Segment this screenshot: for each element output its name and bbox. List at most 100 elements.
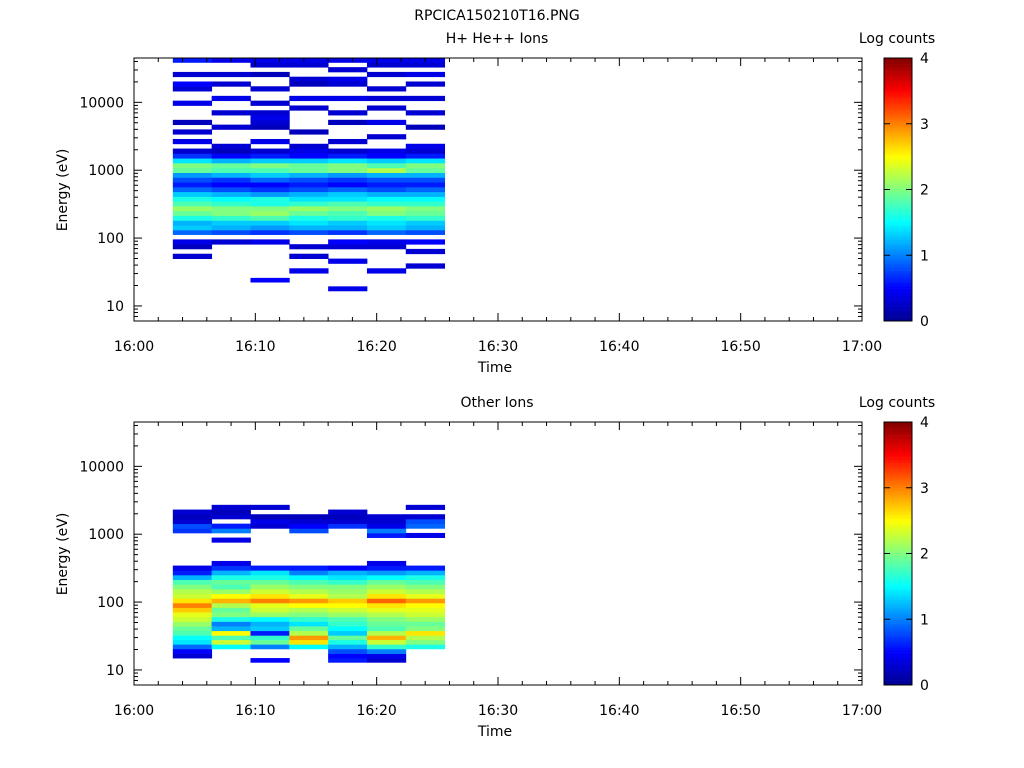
heatmap-cell <box>366 593 407 599</box>
heatmap-cell <box>366 148 407 154</box>
colorbar-swatch <box>884 134 912 138</box>
colorbar-swatch <box>884 114 912 118</box>
colorbar-swatch <box>884 279 912 282</box>
heatmap-cell <box>289 225 329 231</box>
colorbar-swatch <box>884 531 912 535</box>
heatmap-cell <box>211 504 251 510</box>
heatmap-cell <box>405 574 446 580</box>
figure-title: RPCICA150210T16.PNG <box>414 8 579 24</box>
heatmap-cell <box>405 201 446 207</box>
colorbar-swatch <box>884 553 912 556</box>
colorbar: 0 1 2 3 4 <box>883 51 929 330</box>
heatmap-cell <box>366 612 407 618</box>
colorbar-swatch <box>884 656 912 659</box>
colorbar-swatch <box>884 507 912 510</box>
heatmap-cell <box>250 71 290 78</box>
colorbar-swatch <box>884 119 912 122</box>
colorbar-swatch <box>884 551 912 554</box>
heatmap-cell <box>366 225 407 231</box>
x-axis-label: Time <box>477 724 512 740</box>
heatmap-cell <box>211 644 251 650</box>
heatmap-cell <box>289 630 329 636</box>
colorbar-swatch <box>884 123 912 127</box>
colorbar-swatch <box>884 446 912 449</box>
colorbar-swatch <box>884 665 912 668</box>
colorbar-swatch <box>884 494 912 497</box>
heatmap-cell <box>250 177 290 183</box>
axes: 16:00 16:10 16:20 16:30 16:40 16:50 17:00 10 100… <box>79 421 882 719</box>
heatmap-cell <box>172 648 213 654</box>
heatmap-cell <box>366 162 407 169</box>
heatmap-cell <box>250 182 290 188</box>
colorbar-swatch <box>884 294 912 298</box>
heatmap-cell <box>211 528 251 534</box>
heatmap-cell <box>211 588 251 595</box>
heatmap-cell <box>211 579 251 585</box>
heatmap-cell <box>405 162 446 169</box>
colorbar-swatch <box>884 533 912 537</box>
heatmap-cell <box>289 635 329 641</box>
colorbar-swatch <box>884 316 912 320</box>
heatmap-cell <box>289 574 329 580</box>
heatmap-cell <box>328 574 368 580</box>
heatmap-cell <box>211 593 251 599</box>
colorbar-swatch <box>884 652 912 655</box>
heatmap-cell <box>172 71 213 78</box>
colorbar-swatch <box>884 592 912 596</box>
other-ions-panel: Other Ions Log counts Time Energy (eV) 1… <box>55 395 935 740</box>
colorbar-swatch <box>884 617 912 620</box>
heatmap-cell <box>328 220 368 226</box>
colorbar-swatch <box>884 235 912 239</box>
colorbar-swatch <box>884 310 912 313</box>
heatmap-cell <box>328 635 368 641</box>
colorbar-swatch <box>884 437 912 440</box>
heatmap-cell <box>405 644 446 650</box>
heatmap-cell <box>289 253 329 259</box>
colorbar-swatch <box>884 165 912 168</box>
colorbar-swatch <box>884 432 912 436</box>
colorbar-swatch <box>884 641 912 644</box>
heatmap-cell <box>289 229 329 235</box>
heatmap-cell <box>250 172 290 178</box>
heatmap-cell <box>172 565 213 571</box>
heatmap-cell <box>211 110 251 116</box>
heatmap-cell <box>250 196 290 202</box>
heatmap-cell <box>366 205 407 212</box>
x-tick-label: 16:00 <box>114 339 154 355</box>
colorbar-swatch <box>884 549 912 552</box>
colorbar-swatch <box>884 540 912 543</box>
colorbar-swatch <box>884 658 912 662</box>
colorbar-swatch <box>884 483 912 486</box>
colorbar-swatch <box>884 259 912 263</box>
heatmap-cell <box>172 598 213 604</box>
heatmap-cell <box>328 244 368 250</box>
heatmap-cell <box>250 138 290 145</box>
heatmap-cell <box>405 186 446 193</box>
heatmap-cell <box>211 182 251 188</box>
x-axis-label: Time <box>477 360 512 376</box>
heatmap-cell <box>366 215 407 221</box>
heatmap-cell <box>211 509 251 515</box>
heatmap-cell <box>366 268 407 274</box>
colorbar-swatch <box>884 82 912 85</box>
heatmap-cell <box>366 588 407 595</box>
colorbar-swatch <box>884 257 912 260</box>
heatmap-cell <box>366 532 407 538</box>
heatmap-cell <box>250 119 290 126</box>
heatmap-cell <box>250 593 290 599</box>
colorbar-swatch <box>884 529 912 532</box>
colorbar-swatch <box>884 283 912 287</box>
heatmap-cell <box>366 584 407 590</box>
heatmap-cell <box>211 71 251 78</box>
colorbar-swatch <box>884 649 912 653</box>
x-tick-label: 16:30 <box>478 339 518 355</box>
heatmap-cell <box>211 153 251 159</box>
colorbar-swatch <box>884 242 912 245</box>
heatmap-cell <box>211 239 251 245</box>
heatmap-cell <box>172 635 213 641</box>
heatmap-cell <box>211 602 251 608</box>
colorbar-swatch <box>884 608 912 611</box>
heatmap-cell <box>172 86 213 92</box>
colorbar-swatch <box>884 318 912 322</box>
colorbar-swatch <box>884 588 912 592</box>
